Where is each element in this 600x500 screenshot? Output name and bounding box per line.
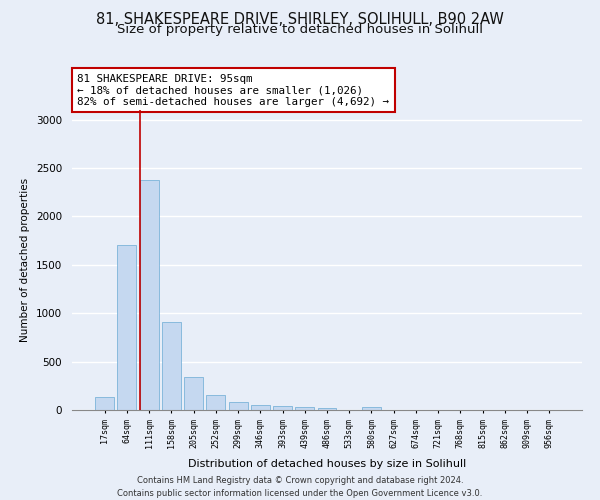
Text: Size of property relative to detached houses in Solihull: Size of property relative to detached ho… (117, 22, 483, 36)
Bar (95, 398, 114, 410)
Bar (162, 322, 181, 410)
Text: 81, SHAKESPEARE DRIVE, SHIRLEY, SOLIHULL, B90 2AW: 81, SHAKESPEARE DRIVE, SHIRLEY, SOLIHULL… (96, 12, 504, 28)
Bar (184, 377, 203, 410)
Bar (251, 405, 270, 410)
Bar (362, 407, 381, 410)
Bar (273, 406, 292, 410)
Bar (317, 408, 337, 410)
Bar (229, 402, 248, 410)
Bar (206, 395, 225, 410)
X-axis label: Distribution of detached houses by size in Solihull: Distribution of detached houses by size … (188, 459, 466, 469)
Text: Contains HM Land Registry data © Crown copyright and database right 2024.
Contai: Contains HM Land Registry data © Crown c… (118, 476, 482, 498)
Y-axis label: Number of detached properties: Number of detached properties (20, 178, 31, 342)
Bar (295, 407, 314, 410)
Bar (140, 180, 158, 410)
Text: 81 SHAKESPEARE DRIVE: 95sqm
← 18% of detached houses are smaller (1,026)
82% of : 81 SHAKESPEARE DRIVE: 95sqm ← 18% of det… (77, 74, 389, 107)
Bar (118, 246, 136, 410)
